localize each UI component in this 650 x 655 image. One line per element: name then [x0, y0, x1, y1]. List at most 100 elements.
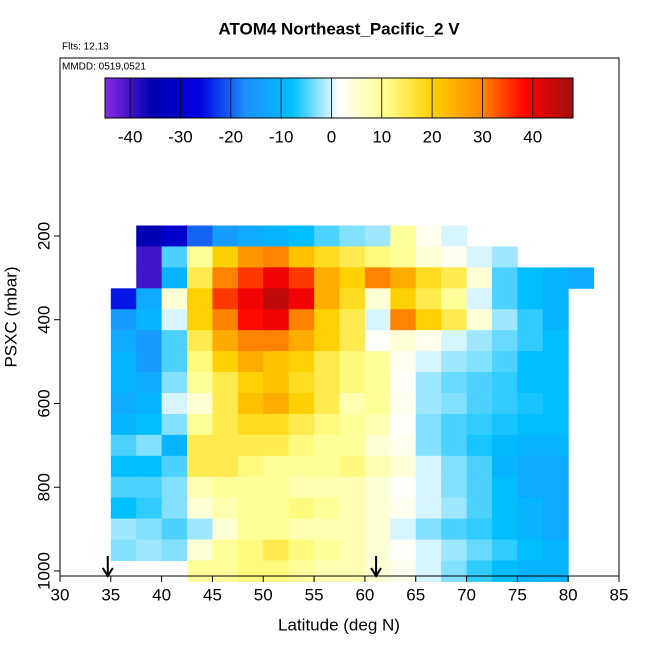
heat-cell [187, 246, 213, 268]
heat-cell [212, 560, 239, 582]
heat-cell [415, 413, 442, 436]
heat-cell [466, 372, 493, 394]
heat-cell [136, 476, 163, 499]
heat-cell [441, 288, 468, 310]
heat-cell [491, 267, 518, 289]
plot-frame [59, 57, 620, 577]
heat-cell [491, 539, 518, 562]
heat-cell [314, 309, 340, 331]
heat-cell [415, 351, 442, 373]
heat-cell [364, 434, 391, 457]
heat-cell [339, 413, 366, 436]
heat-cell [212, 288, 239, 310]
heat-cell [288, 434, 315, 457]
heat-cell [415, 288, 442, 310]
heat-cell [491, 518, 518, 541]
heat-cell [466, 246, 493, 268]
heat-cell [491, 497, 518, 520]
heat-cell [110, 476, 137, 499]
heat-cell [390, 539, 417, 562]
heat-cell [491, 434, 518, 457]
heat-cell [390, 393, 417, 415]
heat-cell [161, 497, 188, 520]
colorbar-tick-label: 30 [473, 127, 492, 146]
heat-cell [161, 330, 188, 352]
heat-cell [187, 413, 213, 436]
heat-cell [263, 539, 290, 562]
heat-cell [212, 393, 239, 415]
heat-cell [110, 372, 137, 394]
heat-cell [161, 413, 188, 436]
heat-cell [288, 413, 315, 436]
heat-cell [212, 246, 239, 268]
heat-cell [237, 393, 264, 415]
heat-cell [136, 288, 163, 310]
heat-cell [136, 246, 163, 268]
heat-cell [517, 267, 544, 289]
heat-cell [288, 497, 315, 520]
y-tick-label: 400 [34, 306, 53, 334]
heat-cell [466, 413, 493, 436]
heat-cell [212, 455, 239, 478]
heat-cell [441, 225, 468, 247]
heat-cell [288, 372, 315, 394]
heat-cell [517, 539, 544, 562]
heat-cell [187, 372, 213, 394]
heat-cell [415, 246, 442, 268]
heat-cell [415, 393, 442, 415]
heat-cell [136, 455, 163, 478]
heat-cell [339, 288, 366, 310]
heat-cell [415, 372, 442, 394]
heat-cell [364, 497, 391, 520]
heat-cell [237, 539, 264, 562]
heat-cell [187, 539, 213, 562]
heat-cell [288, 225, 315, 247]
heat-cell [542, 518, 569, 541]
heat-cell [441, 267, 468, 289]
heat-cell [542, 288, 569, 310]
heat-cell [491, 413, 518, 436]
heat-cell [441, 372, 468, 394]
x-tick-label: 85 [610, 585, 629, 604]
heat-cell [364, 330, 391, 352]
heat-cell [314, 288, 340, 310]
heat-cell [415, 518, 442, 541]
heat-cell [288, 518, 315, 541]
heat-cell [110, 539, 137, 562]
heat-cell [542, 497, 569, 520]
x-tick-label: 30 [51, 585, 70, 604]
heat-cell [517, 372, 544, 394]
heat-cell [237, 372, 264, 394]
heat-cell [187, 434, 213, 457]
heat-cell [415, 267, 442, 289]
heat-cell [364, 413, 391, 436]
heat-cell [517, 518, 544, 541]
heat-cell [339, 246, 366, 268]
heat-cell [263, 393, 290, 415]
heat-cell [517, 413, 544, 436]
heat-cell [110, 518, 137, 541]
heat-cell [237, 476, 264, 499]
heat-cell [364, 476, 391, 499]
heat-cell [441, 434, 468, 457]
heat-cell [517, 497, 544, 520]
heat-cell [415, 225, 442, 247]
heat-cell [288, 330, 315, 352]
heat-cell [542, 309, 569, 331]
heat-cell [339, 330, 366, 352]
heat-cell [263, 434, 290, 457]
colorbar-tick-label: 20 [423, 127, 442, 146]
heat-cell [314, 246, 340, 268]
heat-cell [136, 351, 163, 373]
heat-cell [491, 455, 518, 478]
heat-cell [339, 560, 366, 582]
heat-cell [390, 288, 417, 310]
heat-cell [263, 497, 290, 520]
x-tick-label: 55 [305, 585, 324, 604]
heat-cell [542, 351, 569, 373]
heat-cell [237, 309, 264, 331]
heat-cell [517, 330, 544, 352]
heat-cell [136, 372, 163, 394]
heat-cell [314, 225, 340, 247]
heat-cell [542, 330, 569, 352]
